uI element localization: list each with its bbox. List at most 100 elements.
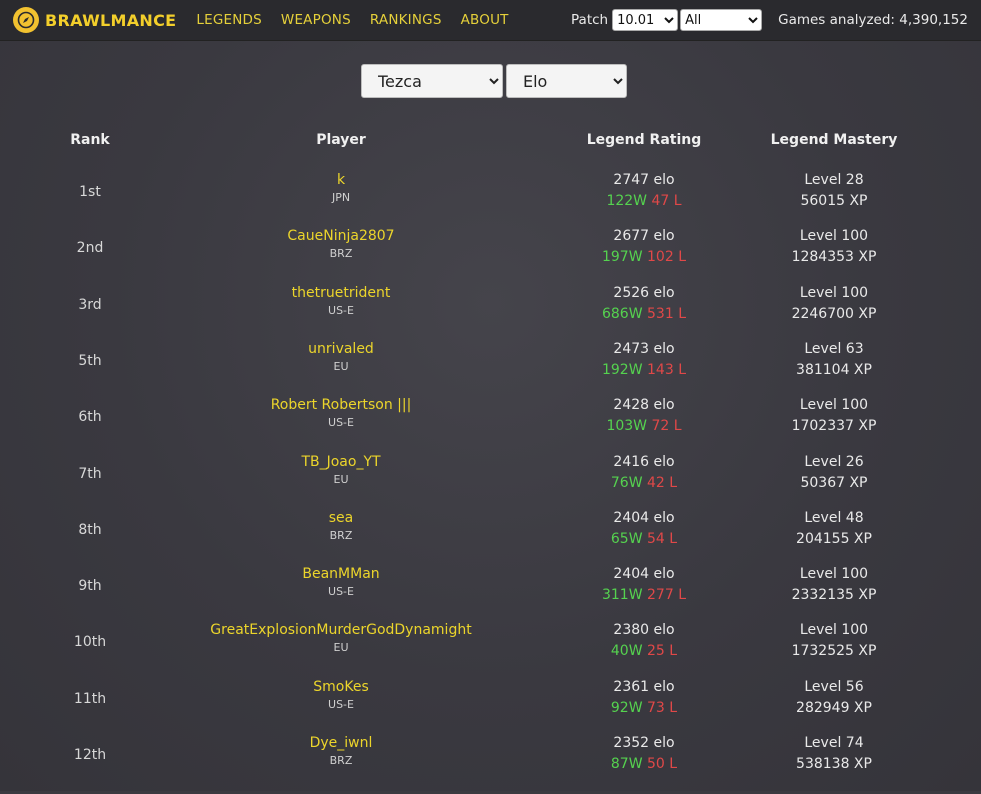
mastery-xp: 381104 XP bbox=[796, 361, 872, 378]
player-name-link[interactable]: TB_Joao_YT bbox=[301, 453, 381, 470]
wins: 40W bbox=[610, 643, 643, 660]
elo-rating: 2473 elo bbox=[613, 340, 675, 357]
wins: 103W bbox=[606, 418, 648, 435]
win-loss: 65W 54 L bbox=[611, 531, 677, 547]
rank-cell: 11th bbox=[73, 690, 107, 707]
rank-cell: 3rd bbox=[78, 296, 102, 313]
mastery-level: Level 100 bbox=[799, 622, 869, 639]
nav-link-legends[interactable]: LEGENDS bbox=[196, 12, 262, 28]
mastery-xp: 2332135 XP bbox=[791, 587, 877, 604]
rank-cell: 9th bbox=[78, 578, 102, 595]
win-loss: 122W 47 L bbox=[606, 193, 681, 209]
wins: 197W bbox=[601, 249, 643, 266]
win-loss: 192W 143 L bbox=[602, 362, 686, 378]
win-loss: 686W 531 L bbox=[602, 306, 686, 322]
table-row: 8th sea BRZ 2404 elo 65W 54 L Level 48 204155 … bbox=[0, 509, 981, 569]
legend-select[interactable]: Tezca bbox=[361, 64, 503, 98]
losses: 73 L bbox=[647, 699, 678, 716]
player-name-link[interactable]: SmoKes bbox=[313, 678, 369, 695]
wins: 192W bbox=[601, 361, 643, 378]
losses: 531 L bbox=[647, 305, 687, 322]
losses: 25 L bbox=[647, 643, 678, 660]
player-region: JPN bbox=[331, 191, 351, 204]
brand-logo[interactable]: BRAWLMANCE bbox=[13, 7, 176, 33]
brand-name: BRAWLMANCE bbox=[45, 10, 177, 30]
header-rank[interactable]: Rank bbox=[70, 132, 110, 148]
mastery-level: Level 100 bbox=[799, 566, 869, 583]
table-row: 9th BeanMMan US-E 2404 elo 311W 277 L Level 1… bbox=[0, 566, 981, 625]
header-legend-rating[interactable]: Legend Rating bbox=[586, 132, 702, 148]
win-loss: 40W 25 L bbox=[611, 643, 677, 659]
player-name-link[interactable]: Dye_iwnl bbox=[309, 735, 373, 751]
win-loss: 103W 72 L bbox=[606, 418, 681, 434]
nav-link-rankings[interactable]: RANKINGS bbox=[369, 12, 442, 28]
nav-link-about[interactable]: ABOUT bbox=[460, 12, 509, 28]
table-row: 7th TB_Joao_YT EU 2416 elo 76W 42 L Level 26 5… bbox=[0, 453, 981, 513]
elo-rating: 2361 elo bbox=[613, 678, 675, 695]
losses: 143 L bbox=[647, 361, 687, 378]
mastery-xp: 2246700 XP bbox=[791, 305, 877, 322]
win-loss: 87W 50 L bbox=[611, 756, 677, 772]
losses: 102 L bbox=[647, 249, 687, 266]
region-select[interactable]: All bbox=[680, 9, 763, 31]
table-row: 6th Robert Robertson ||| US-E 2428 elo 103W … bbox=[0, 397, 981, 456]
player-region: EU bbox=[333, 641, 349, 655]
mastery-level: Level 26 bbox=[804, 453, 864, 470]
elo-rating: 2404 elo bbox=[613, 566, 675, 583]
mastery-xp: 56015 XP bbox=[800, 193, 868, 209]
mastery-xp: 282949 XP bbox=[796, 699, 872, 716]
losses: 72 L bbox=[651, 418, 682, 435]
player-region: BRZ bbox=[329, 754, 353, 767]
win-loss: 197W 102 L bbox=[602, 249, 686, 265]
table-row: 10th GreatExplosionMurderGodDynamight EU 23… bbox=[0, 622, 981, 681]
rank-cell: 10th bbox=[73, 634, 107, 651]
mastery-xp: 1702337 XP bbox=[791, 418, 877, 435]
rank-cell: 7th bbox=[78, 465, 102, 482]
table-row: 1st k JPN 2747 elo 122W 47 L Level 28 56015 XP bbox=[0, 172, 981, 231]
metric-select[interactable]: Elo bbox=[506, 64, 627, 98]
player-name-link[interactable]: BeanMMan bbox=[302, 566, 380, 583]
player-region: BRZ bbox=[329, 247, 353, 261]
player-name-link[interactable]: GreatExplosionMurderGodDynamight bbox=[210, 622, 472, 639]
player-name-link[interactable]: CaueNinja2807 bbox=[287, 228, 395, 245]
wins: 311W bbox=[601, 587, 643, 604]
nav-link-weapons[interactable]: WEAPONS bbox=[280, 12, 351, 28]
mastery-xp: 204155 XP bbox=[796, 530, 872, 547]
mastery-level: Level 74 bbox=[804, 735, 864, 751]
wins: 76W bbox=[610, 474, 643, 491]
table-row: 2nd CaueNinja2807 BRZ 2677 elo 197W 102 L Lev… bbox=[0, 228, 981, 287]
compass-icon bbox=[13, 7, 39, 33]
player-name-link[interactable]: unrivaled bbox=[308, 340, 374, 357]
mastery-xp: 1284353 XP bbox=[791, 249, 877, 266]
rank-cell: 6th bbox=[78, 409, 102, 426]
mastery-level: Level 100 bbox=[799, 228, 869, 245]
losses: 47 L bbox=[651, 193, 682, 209]
player-region: US-E bbox=[328, 585, 354, 599]
player-name-link[interactable]: sea bbox=[328, 509, 354, 526]
rank-cell: 12th bbox=[73, 747, 107, 763]
player-region: US-E bbox=[328, 697, 354, 711]
header-legend-mastery[interactable]: Legend Mastery bbox=[770, 132, 898, 148]
rank-cell: 8th bbox=[78, 521, 102, 538]
player-region: EU bbox=[333, 472, 349, 486]
win-loss: 311W 277 L bbox=[602, 587, 686, 603]
table-row: 5th unrivaled EU 2473 elo 192W 143 L Level 63… bbox=[0, 340, 981, 400]
elo-rating: 2677 elo bbox=[613, 228, 675, 245]
mastery-xp: 538138 XP bbox=[796, 756, 872, 772]
player-name-link[interactable]: k bbox=[336, 172, 346, 188]
player-name-link[interactable]: thetruetrident bbox=[291, 284, 391, 301]
wins: 87W bbox=[610, 756, 643, 772]
wins: 122W bbox=[606, 193, 648, 209]
ranking-selectors: Tezca Elo bbox=[361, 64, 627, 98]
header-player[interactable]: Player bbox=[316, 132, 366, 148]
player-region: BRZ bbox=[329, 528, 353, 542]
win-loss: 76W 42 L bbox=[611, 475, 677, 491]
mastery-level: Level 56 bbox=[804, 678, 864, 695]
player-region: US-E bbox=[328, 303, 354, 317]
player-name-link[interactable]: Robert Robertson ||| bbox=[270, 397, 412, 414]
games-count: 4,390,152 bbox=[899, 12, 968, 28]
elo-rating: 2404 elo bbox=[613, 509, 675, 526]
losses: 277 L bbox=[647, 587, 687, 604]
table-row: 11th SmoKes US-E 2361 elo 92W 73 L Level 56 28… bbox=[0, 678, 981, 738]
patch-select[interactable]: 10.01 bbox=[612, 9, 679, 31]
